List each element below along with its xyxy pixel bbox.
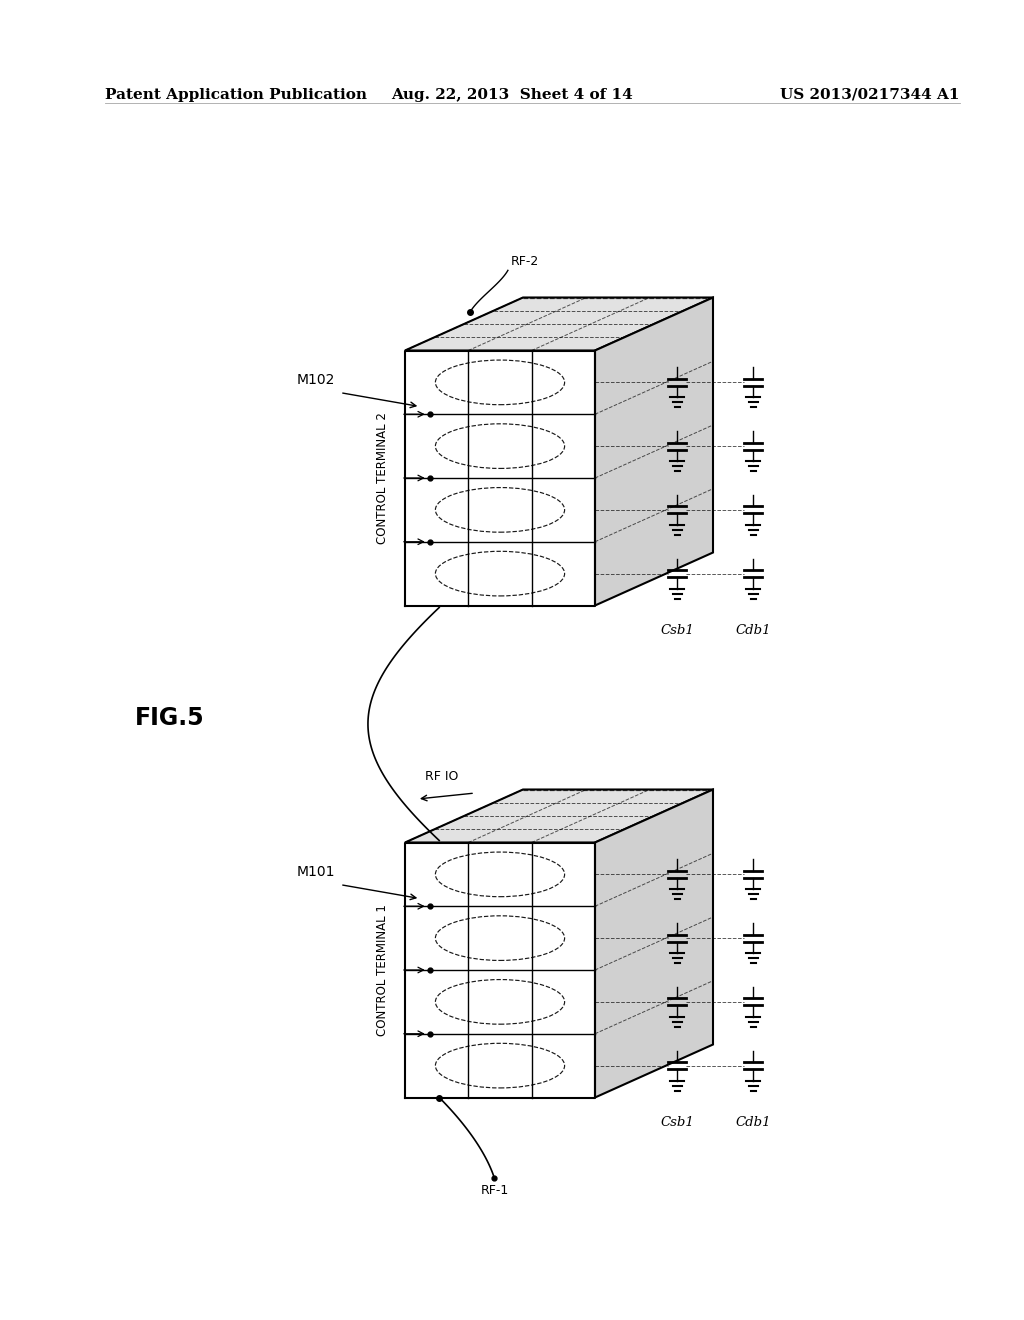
Polygon shape [406,297,713,351]
Text: RF IO: RF IO [425,770,459,783]
Text: CONTROL TERMINAL 2: CONTROL TERMINAL 2 [377,412,389,544]
Text: Cdb1: Cdb1 [735,623,771,636]
Text: M102: M102 [297,372,335,387]
Text: RF-2: RF-2 [511,255,540,268]
Text: Patent Application Publication: Patent Application Publication [105,88,367,102]
Text: FIG.5: FIG.5 [135,706,205,730]
Text: RF-1: RF-1 [481,1184,509,1196]
Text: CONTROL TERMINAL 1: CONTROL TERMINAL 1 [377,904,389,1036]
Text: Csb1: Csb1 [660,1115,694,1129]
Text: Aug. 22, 2013  Sheet 4 of 14: Aug. 22, 2013 Sheet 4 of 14 [391,88,633,102]
Polygon shape [595,297,713,606]
Text: US 2013/0217344 A1: US 2013/0217344 A1 [780,88,961,102]
Text: Cdb1: Cdb1 [735,1115,771,1129]
Text: M101: M101 [297,865,335,879]
Polygon shape [595,789,713,1097]
Polygon shape [406,789,713,842]
Text: Csb1: Csb1 [660,623,694,636]
